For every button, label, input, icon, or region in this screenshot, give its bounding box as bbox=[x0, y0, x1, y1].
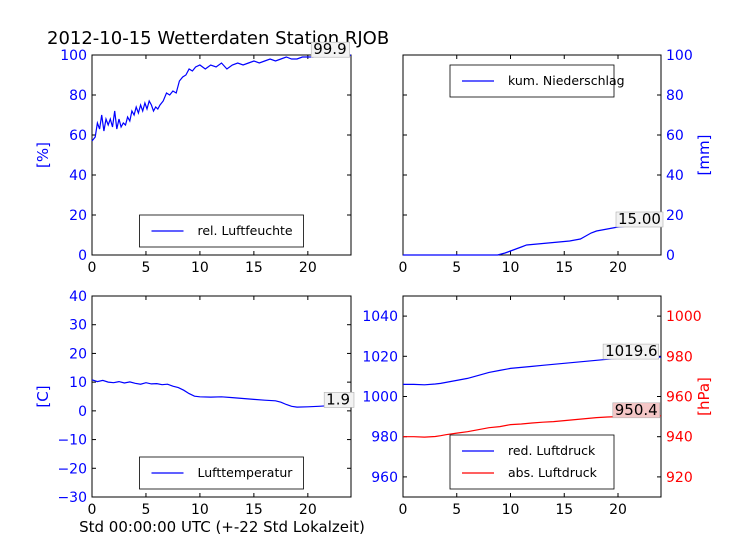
x-tick-label: 5 bbox=[452, 260, 461, 276]
annotation-box bbox=[612, 402, 661, 419]
annotation-text: 15.00 bbox=[618, 210, 661, 228]
y-axis-label: [mm] bbox=[695, 135, 713, 176]
y-tick-label: 100 bbox=[60, 48, 87, 64]
x-tick-label: 20 bbox=[609, 260, 627, 276]
annotation-box bbox=[615, 211, 664, 228]
precipitation-panel: 0 5 10 15 20 0 20 40 60 80 100 [mm] 15.00 kum. Nieder… bbox=[399, 48, 713, 276]
y-tick-label: 980 bbox=[371, 430, 398, 446]
y-tick-label: 20 bbox=[69, 346, 87, 362]
y-tick-label: 40 bbox=[69, 289, 87, 305]
legend-label: red. Luftdruck bbox=[508, 443, 596, 458]
y-tick-label: 1000 bbox=[362, 390, 398, 406]
y-tick-label: 20 bbox=[666, 208, 684, 224]
y-tick-label: 960 bbox=[666, 390, 693, 406]
humidity-panel: 0 5 10 15 20 0 20 40 60 80 100 [%] 99.9 rel. Luftfeuc… bbox=[34, 40, 352, 276]
x-tick-label: 10 bbox=[191, 260, 209, 276]
figure-title: 2012-10-15 Wetterdaten Station RJOB bbox=[47, 28, 389, 49]
x-tick-label: 5 bbox=[141, 260, 150, 276]
y-tick-label: 960 bbox=[371, 470, 398, 486]
y-tick-label: 940 bbox=[666, 430, 693, 446]
y-tick-label: 100 bbox=[666, 48, 693, 64]
y-tick-label: 0 bbox=[78, 404, 87, 420]
legend-label: Lufttemperatur bbox=[198, 465, 294, 480]
x-tick-label: 15 bbox=[555, 260, 573, 276]
y-tick-label: 80 bbox=[666, 88, 684, 104]
y-axis-label: [%] bbox=[34, 142, 52, 168]
x-tick-label: 20 bbox=[299, 502, 317, 518]
series-line bbox=[403, 356, 661, 386]
y-tick-label: 30 bbox=[69, 318, 87, 334]
y-tick-label: −10 bbox=[57, 433, 87, 449]
x-tick-label: 20 bbox=[299, 260, 317, 276]
y-tick-label: 40 bbox=[666, 168, 684, 184]
annotation-text: 99.9 bbox=[313, 40, 346, 58]
temperature-panel: 0 5 10 15 20 −30 −20 −10 0 10 20 30 40 [C] 1.9 Lufttemp… bbox=[34, 289, 355, 518]
annotation-box bbox=[602, 343, 659, 360]
x-tick-label: 0 bbox=[399, 502, 408, 518]
series-line bbox=[403, 224, 661, 256]
y-tick-label: 1000 bbox=[666, 309, 702, 325]
series-line bbox=[403, 415, 661, 438]
y-tick-label: 60 bbox=[69, 128, 87, 144]
series-line bbox=[91, 54, 351, 142]
plot-frame bbox=[91, 54, 352, 256]
x-tick-label: 10 bbox=[191, 502, 209, 518]
x-tick-label: 5 bbox=[452, 502, 461, 518]
y-tick-label: 0 bbox=[78, 248, 87, 264]
x-tick-label: 5 bbox=[141, 502, 150, 518]
plot-frame bbox=[402, 54, 662, 256]
legend-box bbox=[449, 434, 615, 490]
annotation-box bbox=[310, 41, 350, 58]
legend-label: rel. Luftfeuchte bbox=[198, 223, 293, 238]
y-tick-label: 0 bbox=[666, 248, 675, 264]
annotation-box bbox=[323, 392, 355, 408]
y-axis-label: [hPa] bbox=[695, 377, 713, 416]
x-tick-label: 10 bbox=[502, 260, 520, 276]
y-tick-label: 980 bbox=[666, 349, 693, 365]
y-tick-label: 40 bbox=[69, 168, 87, 184]
series-line bbox=[91, 379, 351, 408]
x-tick-label: 0 bbox=[88, 260, 97, 276]
pressure-panel: 0 5 10 15 20 960 980 1000 1020 1040 920 940 960 980 10… bbox=[362, 295, 713, 518]
y-tick-label: −20 bbox=[57, 461, 87, 477]
y-tick-label: 920 bbox=[666, 470, 693, 486]
figure-xlabel: Std 00:00:00 UTC (+-22 Std Lokalzeit) bbox=[79, 518, 365, 536]
x-tick-label: 15 bbox=[245, 260, 263, 276]
y-tick-label: 10 bbox=[69, 375, 87, 391]
annotation-text: 950.4 bbox=[615, 401, 658, 419]
x-tick-label: 15 bbox=[245, 502, 263, 518]
legend-label: abs. Luftdruck bbox=[508, 465, 598, 480]
x-tick-label: 0 bbox=[399, 260, 408, 276]
x-tick-label: 20 bbox=[609, 502, 627, 518]
x-tick-label: 15 bbox=[555, 502, 573, 518]
x-tick-label: 10 bbox=[502, 502, 520, 518]
y-tick-label: 80 bbox=[69, 88, 87, 104]
y-axis-label: [C] bbox=[34, 385, 52, 407]
y-tick-label: −30 bbox=[57, 490, 87, 506]
annotation-text: 1.9 bbox=[326, 390, 350, 408]
y-tick-label: 60 bbox=[666, 128, 684, 144]
y-tick-label: 20 bbox=[69, 208, 87, 224]
y-tick-label: 1020 bbox=[362, 349, 398, 365]
legend-label: kum. Niederschlag bbox=[508, 73, 625, 88]
y-tick-label: 1040 bbox=[362, 309, 398, 325]
annotation-text: 1019.6 bbox=[605, 342, 658, 360]
x-tick-label: 0 bbox=[88, 502, 97, 518]
